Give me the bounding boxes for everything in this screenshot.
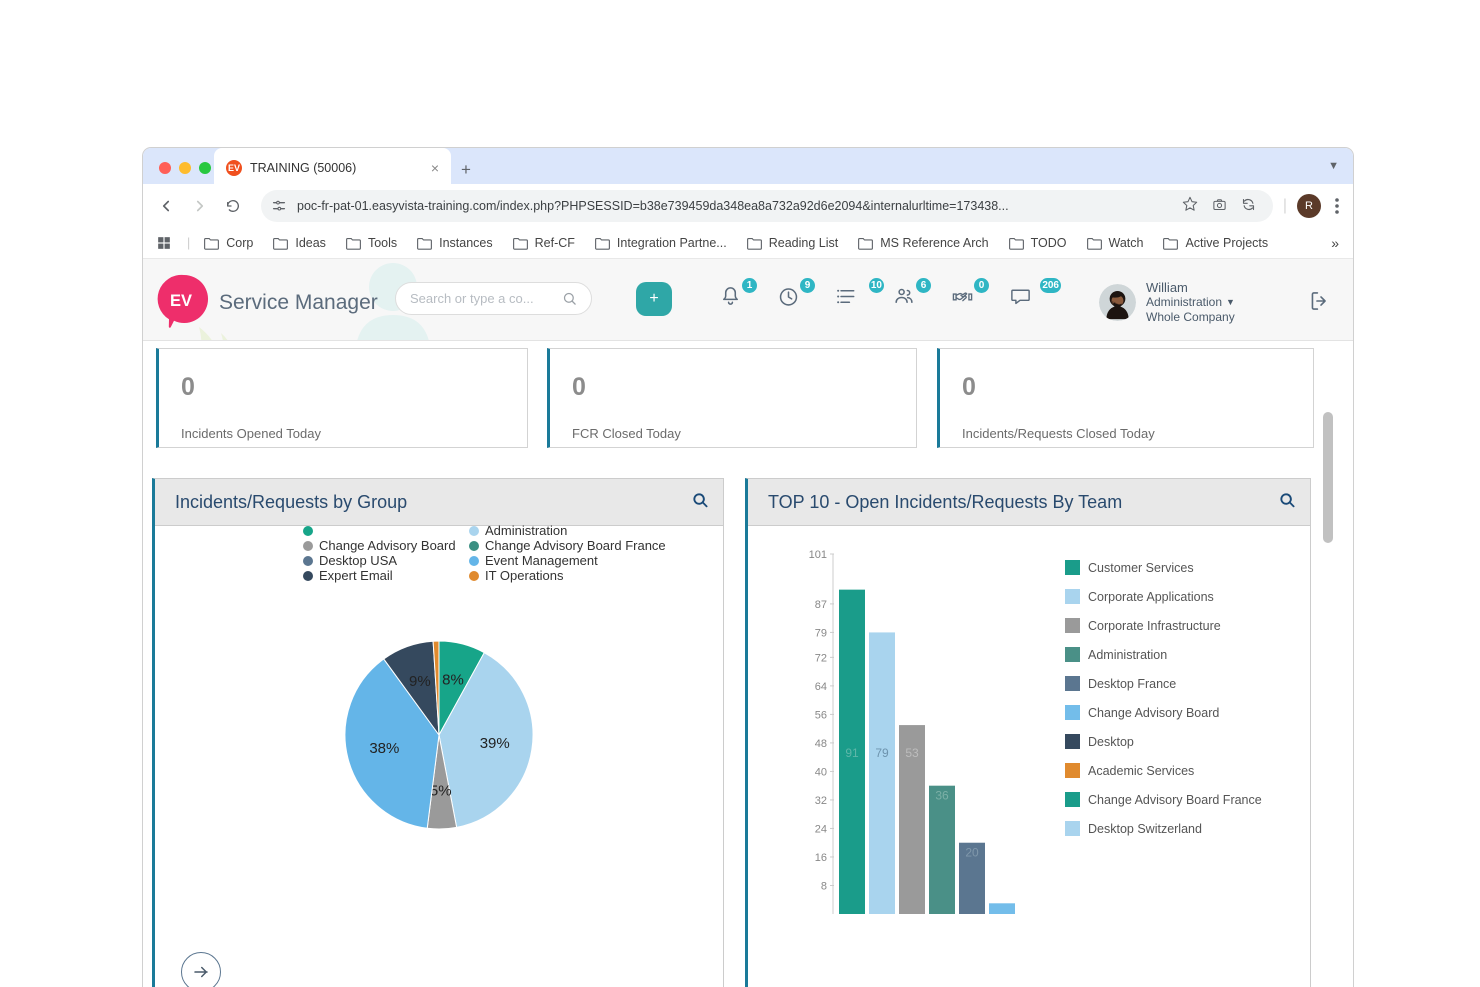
svg-text:40: 40	[815, 766, 827, 778]
svg-text:9%: 9%	[409, 673, 431, 690]
svg-text:24: 24	[815, 823, 827, 835]
svg-text:64: 64	[815, 681, 827, 693]
svg-text:91: 91	[845, 746, 859, 760]
svg-text:32: 32	[815, 795, 827, 807]
svg-text:79: 79	[875, 746, 889, 760]
svg-text:56: 56	[815, 709, 827, 721]
svg-text:48: 48	[815, 738, 827, 750]
svg-text:16: 16	[815, 852, 827, 864]
svg-text:8%: 8%	[442, 671, 464, 688]
svg-text:53: 53	[905, 746, 919, 760]
svg-text:87: 87	[815, 599, 827, 611]
svg-text:38%: 38%	[369, 740, 399, 757]
svg-text:8: 8	[821, 880, 827, 892]
svg-text:101: 101	[809, 549, 827, 561]
svg-text:72: 72	[815, 652, 827, 664]
svg-text:20: 20	[965, 846, 979, 860]
svg-text:39%: 39%	[480, 735, 510, 752]
svg-text:EV: EV	[170, 292, 192, 310]
svg-text:79: 79	[815, 627, 827, 639]
svg-text:36: 36	[935, 789, 949, 803]
